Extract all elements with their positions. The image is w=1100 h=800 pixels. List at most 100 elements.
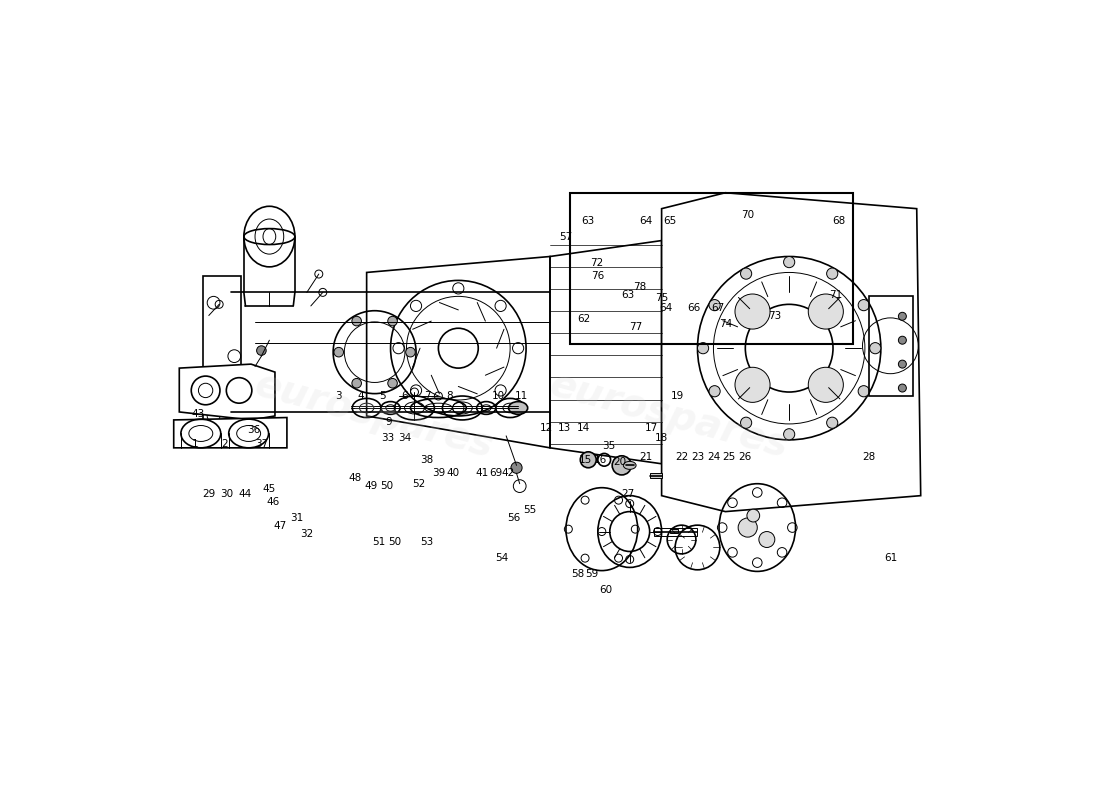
Circle shape [697, 342, 708, 354]
Text: 69: 69 [490, 468, 503, 478]
Text: 5: 5 [379, 391, 386, 401]
Text: 12: 12 [539, 423, 552, 433]
Text: 20: 20 [613, 457, 626, 467]
Text: 74: 74 [718, 319, 732, 330]
Circle shape [740, 268, 751, 279]
Text: 38: 38 [420, 454, 433, 465]
Circle shape [808, 367, 844, 402]
Text: 58: 58 [571, 569, 584, 578]
Text: 48: 48 [348, 473, 361, 483]
Text: 64: 64 [639, 216, 652, 226]
Text: 66: 66 [686, 303, 700, 314]
Circle shape [808, 294, 844, 329]
Bar [204, 277, 242, 432]
Text: 15: 15 [580, 454, 593, 465]
Text: 31: 31 [290, 513, 304, 523]
Circle shape [826, 268, 838, 279]
Circle shape [899, 312, 906, 320]
Circle shape [613, 456, 631, 475]
Bar [869, 296, 913, 396]
Bar [653, 527, 697, 535]
Text: 4: 4 [356, 391, 364, 401]
Circle shape [388, 378, 397, 388]
Text: 16: 16 [594, 454, 607, 465]
Text: 55: 55 [524, 505, 537, 515]
Text: 70: 70 [741, 210, 755, 220]
Text: 36: 36 [246, 426, 260, 435]
Circle shape [858, 299, 869, 310]
Polygon shape [174, 418, 287, 448]
Circle shape [735, 294, 770, 329]
Circle shape [510, 462, 522, 474]
Circle shape [710, 299, 720, 310]
Text: 63: 63 [621, 290, 635, 300]
Circle shape [899, 384, 906, 392]
Text: eurospares: eurospares [251, 366, 498, 466]
Circle shape [783, 257, 794, 268]
Text: 63: 63 [582, 216, 595, 226]
Text: 1: 1 [191, 439, 198, 449]
Text: 28: 28 [862, 452, 876, 462]
Circle shape [352, 378, 362, 388]
Text: 60: 60 [600, 585, 613, 594]
Circle shape [256, 346, 266, 355]
Bar [670, 529, 678, 533]
Text: 47: 47 [274, 521, 287, 531]
Text: 10: 10 [492, 391, 505, 401]
Text: 75: 75 [654, 293, 668, 303]
Text: 22: 22 [675, 452, 689, 462]
Text: 21: 21 [639, 452, 652, 462]
Text: 30: 30 [221, 489, 233, 499]
Text: 6: 6 [402, 391, 408, 401]
Text: 53: 53 [420, 537, 433, 547]
Circle shape [899, 360, 906, 368]
Text: 64: 64 [659, 303, 672, 314]
Text: eurospares: eurospares [546, 366, 793, 466]
Text: 9: 9 [386, 418, 393, 427]
Text: 46: 46 [266, 497, 279, 507]
Polygon shape [179, 364, 275, 420]
Text: 77: 77 [629, 322, 642, 332]
Text: 71: 71 [828, 290, 842, 300]
Circle shape [783, 429, 794, 440]
Circle shape [388, 316, 397, 326]
Text: 24: 24 [707, 452, 721, 462]
Text: 59: 59 [585, 569, 598, 578]
Circle shape [406, 347, 416, 357]
Text: 49: 49 [364, 481, 377, 491]
Text: 56: 56 [507, 513, 520, 523]
Text: 76: 76 [591, 271, 605, 282]
Circle shape [759, 531, 774, 547]
Text: 19: 19 [671, 391, 684, 401]
Text: 35: 35 [603, 442, 616, 451]
Circle shape [870, 342, 881, 354]
Bar [650, 474, 661, 478]
Bar [570, 193, 852, 344]
Circle shape [738, 518, 757, 537]
Text: 17: 17 [645, 423, 658, 433]
Text: 8: 8 [447, 391, 453, 401]
Text: 40: 40 [447, 468, 460, 478]
Text: 13: 13 [558, 423, 571, 433]
Text: 2: 2 [221, 439, 228, 449]
Text: 62: 62 [576, 314, 590, 324]
Ellipse shape [508, 402, 528, 414]
Circle shape [747, 510, 760, 522]
Text: 26: 26 [739, 452, 752, 462]
Text: 54: 54 [495, 553, 509, 563]
Text: 52: 52 [411, 478, 425, 489]
Ellipse shape [624, 462, 636, 470]
Text: 25: 25 [722, 452, 735, 462]
Text: 57: 57 [559, 231, 573, 242]
Circle shape [352, 316, 362, 326]
Text: 73: 73 [768, 311, 781, 322]
Text: 33: 33 [381, 434, 394, 443]
Text: 41: 41 [475, 468, 488, 478]
Text: 14: 14 [576, 423, 590, 433]
Text: 32: 32 [300, 529, 313, 539]
Text: 39: 39 [432, 468, 446, 478]
Circle shape [581, 452, 596, 468]
Text: 37: 37 [255, 439, 268, 449]
Text: 7: 7 [424, 391, 430, 401]
Text: 51: 51 [372, 537, 385, 547]
